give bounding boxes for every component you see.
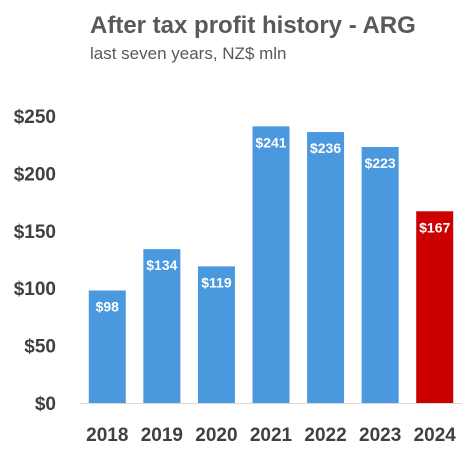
x-tick-label: 2024 — [414, 425, 457, 446]
y-tick-label: $150 — [14, 222, 56, 243]
data-label-2021: $241 — [255, 134, 286, 150]
chart-subtitle: last seven years, NZ$ mln — [90, 44, 287, 63]
y-tick-label: $100 — [14, 279, 56, 300]
x-tick-label: 2021 — [250, 425, 293, 446]
data-label-2020: $119 — [201, 274, 232, 290]
bars: $98 $134 $119 $241 $236 $223 $167 — [88, 126, 454, 403]
y-tick-label: $200 — [14, 164, 56, 185]
bar-2021 — [252, 126, 290, 403]
x-tick-label: 2019 — [141, 425, 183, 446]
data-label-2019: $134 — [146, 257, 177, 273]
x-tick-label: 2020 — [195, 425, 237, 446]
x-tick-label: 2018 — [86, 425, 128, 446]
y-axis: $0 $50 $100 $150 $200 $250 — [14, 107, 56, 415]
bar-2023 — [361, 146, 399, 403]
bar-2018 — [88, 290, 126, 403]
data-label-2023: $223 — [365, 155, 396, 171]
x-axis: 2018 2019 2020 2021 2022 2023 2024 — [80, 403, 462, 446]
x-tick-label: 2022 — [304, 425, 346, 446]
bar-2020 — [197, 266, 235, 403]
y-tick-label: $50 — [24, 337, 56, 358]
chart-title: After tax profit history - ARG — [90, 12, 416, 39]
x-tick-label: 2023 — [359, 425, 401, 446]
data-label-2024: $167 — [419, 219, 450, 235]
bar-2022 — [307, 132, 345, 403]
y-tick-label: $0 — [35, 394, 56, 415]
bar-2024 — [416, 211, 454, 403]
bar-2019 — [143, 249, 181, 403]
data-label-2022: $236 — [310, 140, 341, 156]
data-label-2018: $98 — [96, 298, 120, 314]
y-tick-label: $250 — [14, 107, 56, 128]
